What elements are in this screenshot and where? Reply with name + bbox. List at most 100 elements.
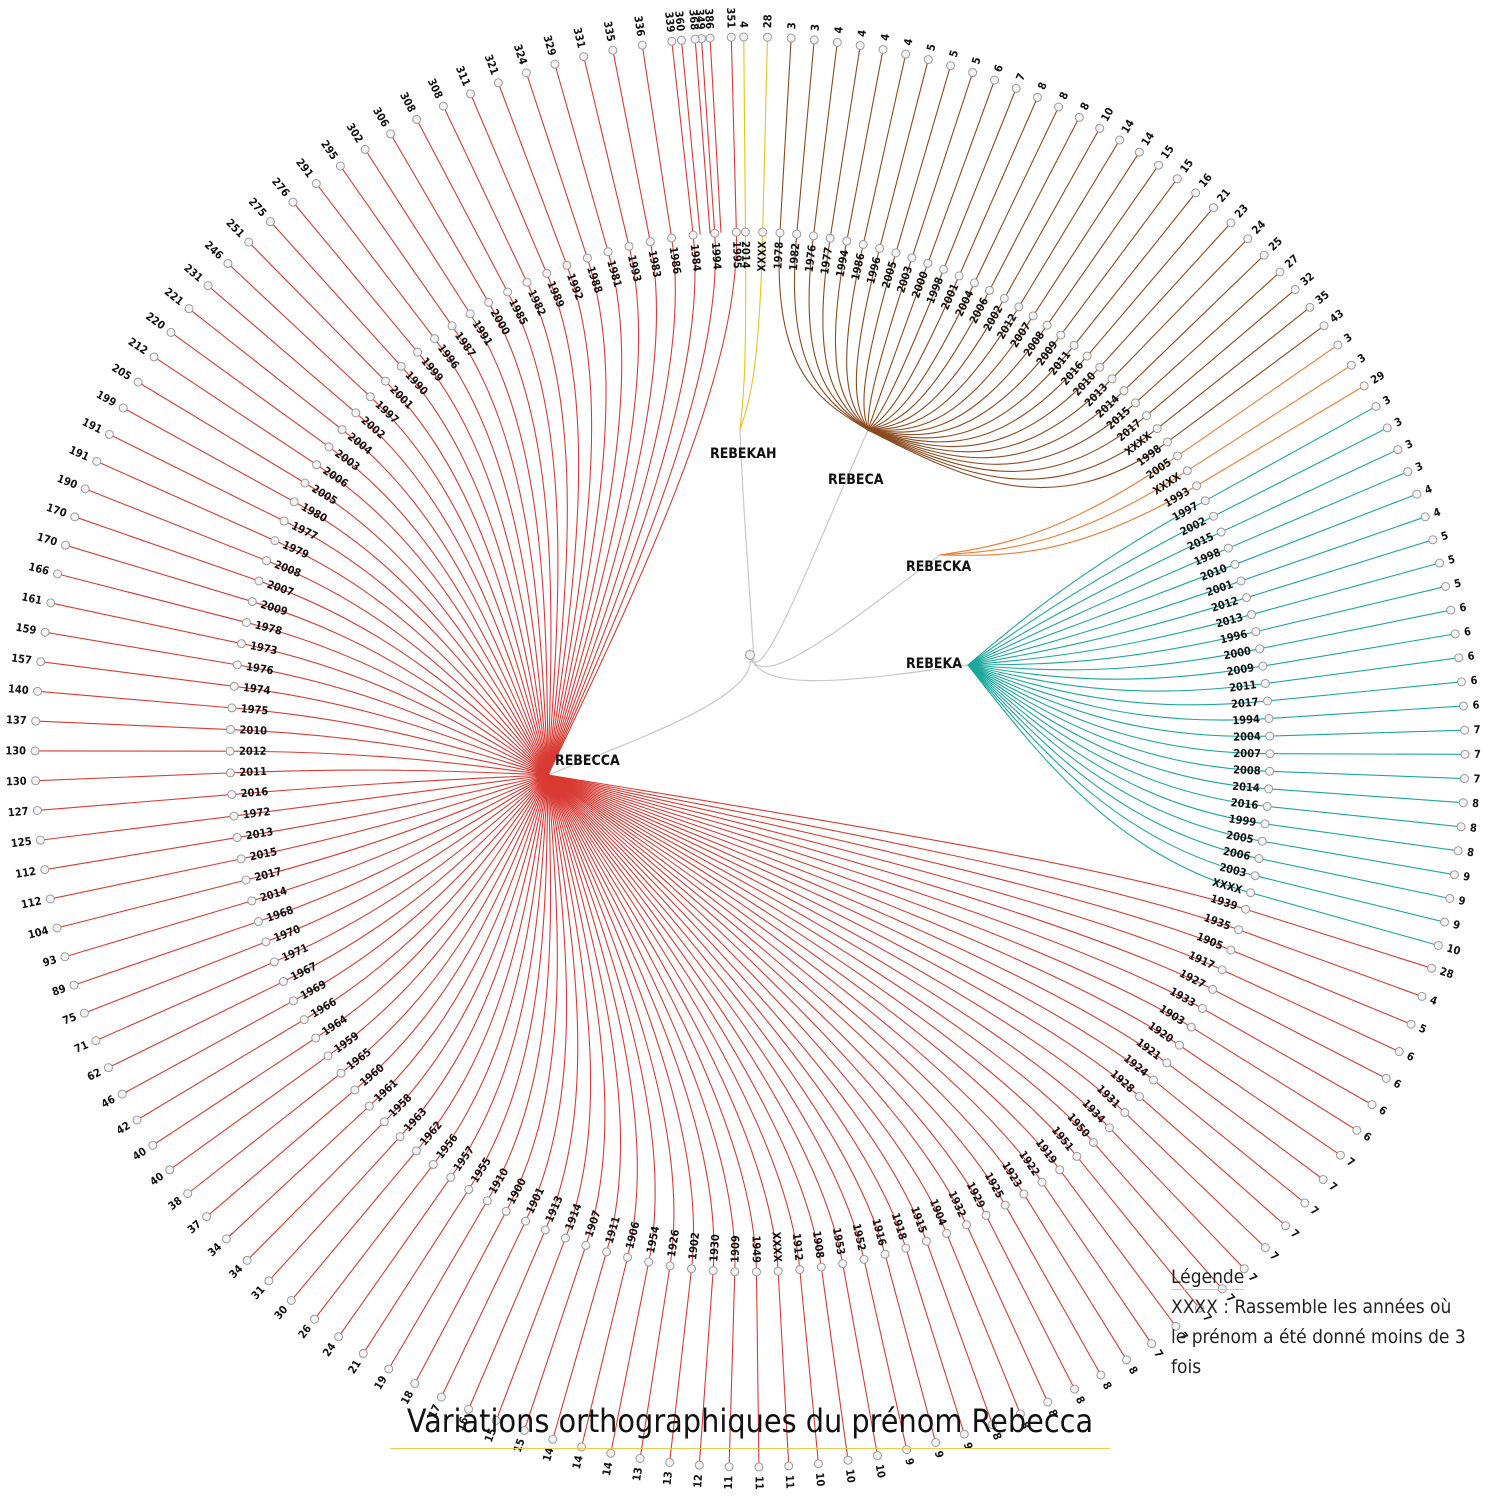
year-node (624, 241, 634, 251)
year-label: 2005 (309, 482, 339, 507)
year-label: 2009 (1226, 661, 1255, 678)
count-node (990, 75, 1000, 85)
count-node (1115, 135, 1125, 145)
count-label: 3 (785, 22, 798, 30)
count-node (165, 1165, 175, 1175)
count-node (133, 377, 143, 387)
count-node (1043, 1397, 1053, 1407)
count-node (873, 1451, 883, 1461)
year-label: 1977 (818, 246, 835, 275)
year-node (758, 227, 768, 237)
count-label: 246 (202, 238, 226, 262)
leaf-link-rebecca (547, 774, 1128, 1361)
count-label: 13 (630, 1466, 645, 1482)
leaf-link-rebeca (867, 178, 1178, 436)
count-node (1428, 535, 1438, 545)
leaf-link-rebecka (939, 344, 1339, 556)
year-label: 2013 (1215, 611, 1245, 631)
count-label: 5 (1447, 553, 1457, 567)
count-label: 6 (1470, 674, 1478, 688)
year-label: 1913 (543, 1194, 566, 1225)
count-label: 43 (1327, 307, 1346, 326)
count-label: 276 (269, 175, 292, 199)
year-node (288, 996, 298, 1006)
count-label: 112 (20, 894, 43, 911)
count-node (843, 1455, 853, 1465)
year-label: 1972 (242, 805, 271, 821)
count-node (855, 41, 865, 51)
count-node (1371, 401, 1381, 411)
count-label: 3 (1355, 351, 1368, 366)
count-label: 368 (686, 9, 701, 31)
leaf-link-rebecca (362, 774, 549, 1354)
leaf-link-rebeka (967, 664, 1465, 780)
count-label: 251 (223, 216, 247, 240)
year-node (1226, 945, 1236, 955)
year-label: 1935 (1202, 911, 1232, 933)
leaf-link-rebeca (867, 192, 1197, 439)
leaf-link-rebecca (57, 573, 549, 776)
count-node (1259, 250, 1269, 260)
count-label: 14 (570, 1454, 586, 1471)
count-label: 335 (601, 20, 618, 43)
year-node (999, 293, 1009, 303)
links-layer (34, 37, 1466, 1467)
count-label: 159 (15, 621, 38, 637)
count-label: 4 (832, 26, 846, 35)
count-node (1054, 102, 1064, 112)
leaf-link-rebecca (246, 774, 549, 1261)
leaf-link-rebeka (967, 664, 1450, 900)
count-label: 212 (126, 335, 150, 357)
year-label: 1968 (265, 903, 295, 924)
count-label: 28 (761, 14, 774, 28)
leaf-link-rebecca (37, 690, 549, 776)
leaf-link-rebecca (547, 774, 937, 1443)
count-label: 14 (540, 1446, 556, 1463)
leaf-link-rebeka (967, 664, 1465, 737)
year-node (1262, 801, 1272, 811)
leaf-link-rebeca (855, 59, 929, 431)
leaf-link-rebeca (834, 49, 884, 431)
year-label: 1917 (1186, 949, 1217, 972)
count-label: 35 (1313, 288, 1332, 307)
count-label: 16 (1196, 171, 1215, 190)
leaf-link-rebecca (547, 774, 1286, 1227)
count-node (1217, 1284, 1227, 1294)
year-node (337, 425, 347, 435)
year-node (792, 229, 802, 239)
year-label: 1979 (280, 538, 311, 561)
count-label: 15 (482, 1426, 499, 1444)
year-label: 2006 (1222, 845, 1252, 863)
year-node (1265, 731, 1275, 741)
count-label: 275 (246, 195, 270, 219)
count-label: 10 (1445, 942, 1462, 958)
leaf-link-rebecca (50, 774, 549, 900)
year-node (1208, 511, 1218, 521)
count-node (1011, 83, 1021, 93)
leaf-link-rebeca (867, 72, 974, 431)
count-label: 7 (1013, 71, 1028, 82)
count-node (968, 68, 978, 78)
group-link-rebekah (739, 429, 754, 663)
year-label: 1907 (583, 1209, 604, 1239)
year-node (1230, 559, 1240, 569)
year-label: 2011 (239, 765, 267, 779)
year-label: 1996 (1219, 627, 1249, 646)
leaf-link-rebecca (547, 774, 965, 1435)
year-node (773, 1266, 783, 1276)
leaf-link-rebecca (497, 82, 593, 776)
count-node (726, 32, 736, 42)
year-label: 1926 (665, 1229, 682, 1258)
count-node (521, 68, 531, 78)
count-node (1460, 749, 1470, 759)
count-label: 191 (80, 415, 104, 436)
year-label: 1976 (803, 244, 819, 273)
count-label: 6 (1391, 1077, 1403, 1092)
leaf-link-rebekah (739, 37, 747, 431)
count-node (358, 1348, 368, 1358)
count-label: 127 (7, 805, 29, 820)
year-label: 1995 (730, 241, 744, 269)
leaf-link-rebecca (547, 774, 1102, 1376)
leaf-link-rebeca (822, 45, 869, 431)
count-label: 89 (50, 982, 67, 999)
